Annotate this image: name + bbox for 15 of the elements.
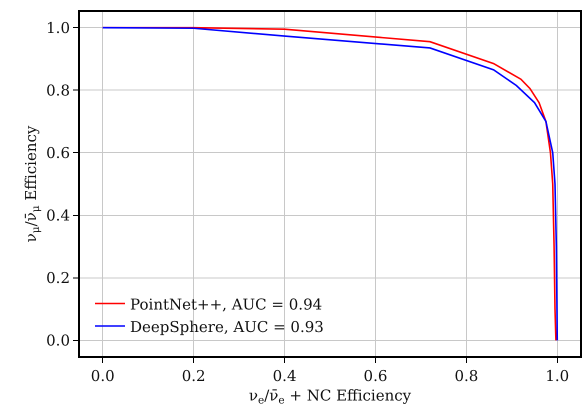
x-tick-label: 0.4	[272, 367, 296, 385]
y-tick-label: 1.0	[46, 18, 70, 37]
y-tick-label: 0.0	[46, 332, 70, 350]
y-tick-label: 0.6	[46, 144, 70, 162]
legend-label: PointNet++, AUC = 0.94	[130, 295, 322, 314]
x-tick-label: 0.6	[364, 367, 388, 385]
x-tick-label: 1.0	[545, 367, 570, 385]
y-tick-label: 0.2	[46, 269, 70, 288]
legend-label: DeepSphere, AUC = 0.93	[130, 318, 324, 336]
x-tick-label: 0.2	[182, 367, 206, 385]
y-tick-label: 0.8	[46, 81, 70, 100]
y-tick-label: 0.4	[46, 206, 70, 225]
x-tick-label: 0.0	[90, 367, 115, 385]
x-axis-title: ν$_{e}$/ν̄$_{e}$ + NC Efficiency	[248, 386, 412, 407]
x-tick-label: 0.8	[454, 367, 478, 385]
